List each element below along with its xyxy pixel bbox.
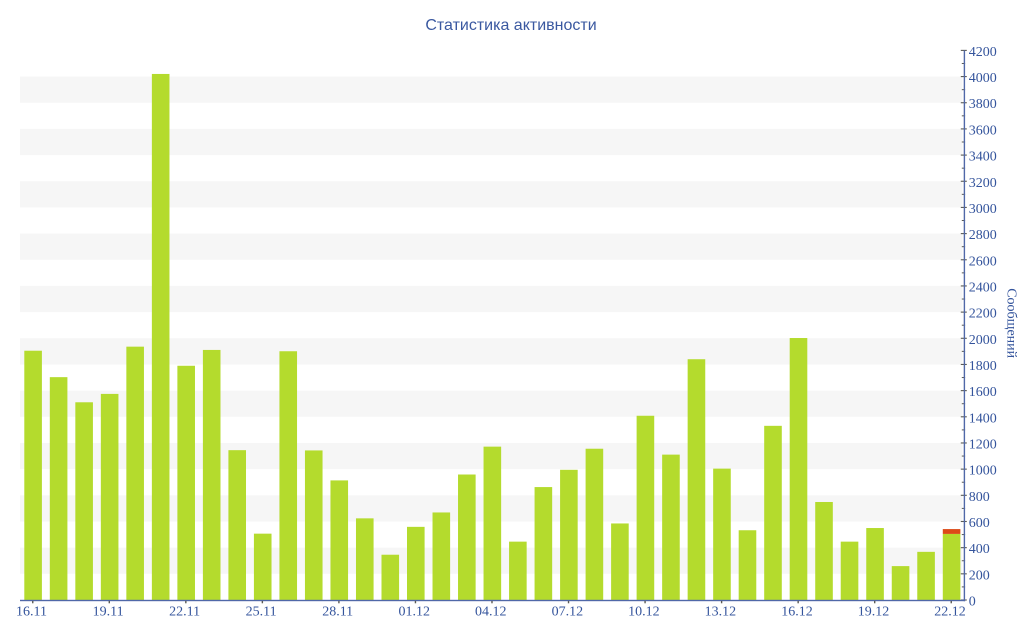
svg-text:3000: 3000 xyxy=(969,202,997,217)
svg-text:01.12: 01.12 xyxy=(399,605,431,620)
svg-text:2200: 2200 xyxy=(969,307,997,322)
svg-text:2600: 2600 xyxy=(969,254,997,269)
svg-text:19.11: 19.11 xyxy=(93,605,124,620)
svg-text:13.12: 13.12 xyxy=(705,605,737,620)
svg-text:16.12: 16.12 xyxy=(781,605,813,620)
svg-text:Статистика активности: Статистика активности xyxy=(425,17,596,34)
svg-text:2400: 2400 xyxy=(969,280,997,295)
svg-text:22.12: 22.12 xyxy=(934,605,966,620)
svg-text:3800: 3800 xyxy=(969,97,997,112)
svg-text:25.11: 25.11 xyxy=(246,605,277,620)
svg-text:1200: 1200 xyxy=(969,437,997,452)
svg-text:Сообщений: Сообщений xyxy=(1003,288,1018,358)
svg-text:2800: 2800 xyxy=(969,228,997,243)
svg-text:3600: 3600 xyxy=(969,123,997,138)
svg-text:800: 800 xyxy=(969,490,990,505)
svg-text:10.12: 10.12 xyxy=(628,605,660,620)
svg-text:04.12: 04.12 xyxy=(475,605,507,620)
svg-text:19.12: 19.12 xyxy=(858,605,890,620)
svg-text:600: 600 xyxy=(969,516,990,531)
svg-text:4000: 4000 xyxy=(969,71,997,86)
svg-text:1600: 1600 xyxy=(969,385,997,400)
svg-text:200: 200 xyxy=(969,568,990,583)
svg-text:22.11: 22.11 xyxy=(169,605,200,620)
svg-text:16.11: 16.11 xyxy=(16,605,47,620)
svg-text:1000: 1000 xyxy=(969,464,997,479)
svg-text:07.12: 07.12 xyxy=(552,605,584,620)
svg-text:1800: 1800 xyxy=(969,359,997,374)
svg-text:28.11: 28.11 xyxy=(322,605,353,620)
svg-text:3400: 3400 xyxy=(969,150,997,165)
svg-text:0: 0 xyxy=(969,595,976,610)
svg-text:1400: 1400 xyxy=(969,411,997,426)
svg-text:4200: 4200 xyxy=(969,45,997,60)
svg-text:3200: 3200 xyxy=(969,176,997,191)
svg-text:2000: 2000 xyxy=(969,333,997,348)
svg-text:400: 400 xyxy=(969,542,990,557)
